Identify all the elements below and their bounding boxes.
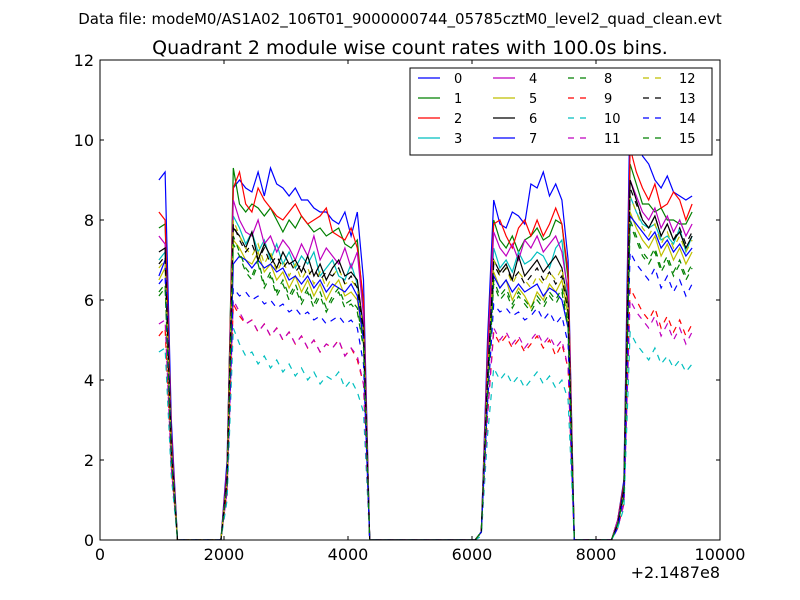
series-line-5 <box>158 211 693 540</box>
legend-label-9: 9 <box>604 92 612 107</box>
series-line-2 <box>158 147 693 540</box>
x-tick-label: 10000 <box>695 545 746 564</box>
y-tick-label: 2 <box>84 451 94 470</box>
series-line-8 <box>158 219 693 540</box>
legend-label-0: 0 <box>454 72 462 87</box>
legend-label-1: 1 <box>454 92 462 107</box>
y-tick-label: 10 <box>74 131 94 150</box>
series-line-3 <box>158 195 693 540</box>
x-tick-label: 0 <box>95 545 105 564</box>
plot-frame <box>99 59 721 541</box>
y-tick-label: 4 <box>84 371 94 390</box>
series-line-6 <box>158 179 693 540</box>
legend-label-12: 12 <box>679 72 696 87</box>
legend-frame <box>409 67 713 156</box>
series-line-7 <box>158 214 693 540</box>
chart-suptitle: Data file: modeM0/AS1A02_106T01_90000007… <box>78 10 722 29</box>
legend-label-15: 15 <box>679 132 696 147</box>
x-tick-label: 2000 <box>204 545 245 564</box>
legend-label-8: 8 <box>604 72 612 87</box>
series-line-11 <box>158 297 693 540</box>
x-tick-label: 8000 <box>576 545 617 564</box>
legend-label-13: 13 <box>679 92 696 107</box>
legend-label-4: 4 <box>529 72 537 87</box>
series-line-1 <box>158 163 693 540</box>
chart-title: Quadrant 2 module wise count rates with … <box>152 37 668 59</box>
series-line-14 <box>158 251 693 540</box>
legend-label-5: 5 <box>529 92 537 107</box>
y-tick-label: 8 <box>84 211 94 230</box>
legend-label-11: 11 <box>604 132 621 147</box>
series-line-4 <box>158 179 693 540</box>
y-tick-label: 12 <box>74 51 94 70</box>
x-offset-label: +2.1487e8 <box>631 563 720 582</box>
series-line-0 <box>158 99 693 540</box>
legend-label-6: 6 <box>529 112 537 127</box>
legend-label-7: 7 <box>529 132 537 147</box>
x-tick-label: 6000 <box>452 545 493 564</box>
legend-label-2: 2 <box>454 112 462 127</box>
series-layer <box>158 99 693 540</box>
x-tick-label: 4000 <box>328 545 369 564</box>
series-line-12 <box>158 195 693 540</box>
series-line-15 <box>158 223 693 540</box>
series-line-13 <box>158 187 693 540</box>
y-tick-label: 6 <box>84 291 94 310</box>
legend-label-14: 14 <box>679 112 696 127</box>
legend-label-10: 10 <box>604 112 621 127</box>
legend-label-3: 3 <box>454 132 462 147</box>
y-tick-label: 0 <box>84 531 94 550</box>
